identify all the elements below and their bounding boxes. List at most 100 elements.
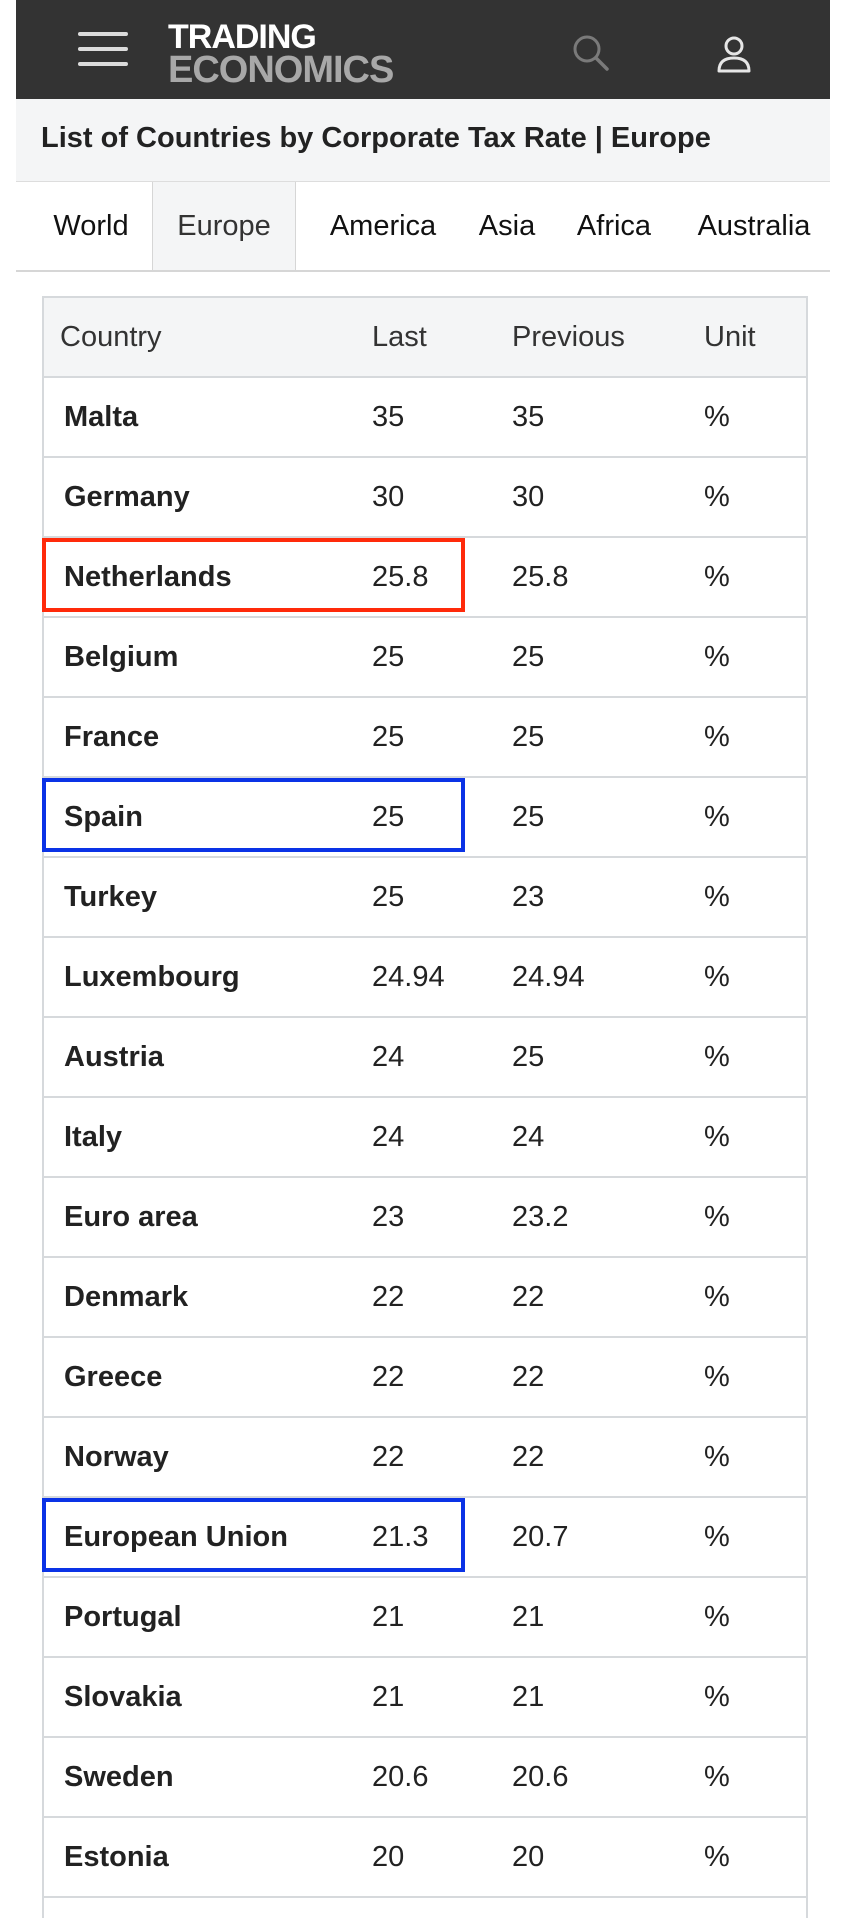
table-row[interactable]: Germany 30 30%: [44, 458, 806, 538]
previous-value-cell: 25: [512, 641, 545, 673]
last-value-cell: 21: [372, 1681, 405, 1713]
logo-line-1: TRADING: [168, 18, 317, 56]
table-row[interactable]: European Union 21.3 20.7%: [44, 1498, 806, 1578]
country-cell[interactable]: Luxembourg: [64, 961, 240, 993]
table-row[interactable]: Netherlands 25.8 25.8%: [44, 538, 806, 618]
table-row[interactable]: Italy 24 24%: [44, 1098, 806, 1178]
tab-europe[interactable]: Europe: [152, 182, 296, 270]
column-header-last[interactable]: Last: [372, 321, 427, 353]
unit-cell: %: [704, 961, 730, 993]
last-value-cell: 23: [372, 1201, 405, 1233]
country-cell[interactable]: European Union: [64, 1521, 288, 1553]
last-value-cell: 20: [372, 1841, 405, 1873]
user-icon[interactable]: [716, 35, 752, 75]
table-row[interactable]: Denmark 22 22%: [44, 1258, 806, 1338]
previous-value-cell: 20.6: [512, 1761, 569, 1793]
country-cell[interactable]: Malta: [64, 401, 139, 433]
unit-cell: %: [704, 481, 730, 513]
previous-value-cell: 23: [512, 881, 545, 913]
country-cell[interactable]: Denmark: [64, 1281, 189, 1313]
table-row[interactable]: Belgium 25 25%: [44, 618, 806, 698]
unit-cell: %: [704, 1601, 730, 1633]
unit-cell: %: [704, 1761, 730, 1793]
table-row[interactable]: Portugal 21 21%: [44, 1578, 806, 1658]
menu-line: [78, 47, 128, 51]
table-row[interactable]: Austria 24 25%: [44, 1018, 806, 1098]
tab-africa[interactable]: Africa: [576, 210, 652, 242]
table-row[interactable]: Turkey 25 23%: [44, 858, 806, 938]
last-value-cell: 25: [372, 641, 405, 673]
unit-cell: %: [704, 641, 730, 673]
country-cell[interactable]: Germany: [64, 481, 190, 513]
unit-cell: %: [704, 401, 730, 433]
column-header-country[interactable]: Country: [60, 321, 162, 353]
table-row[interactable]: Estonia 20 20%: [44, 1818, 806, 1898]
last-value-cell: 21.3: [372, 1521, 429, 1553]
previous-value-cell: 25: [512, 1041, 545, 1073]
table-row[interactable]: Luxembourg 24.94 24.94%: [44, 938, 806, 1018]
unit-cell: %: [704, 1361, 730, 1393]
tab-world[interactable]: World: [53, 210, 129, 242]
table-row[interactable]: Spain 25 25%: [44, 778, 806, 858]
tab-asia[interactable]: Asia: [478, 210, 536, 242]
country-cell[interactable]: Norway: [64, 1441, 169, 1473]
country-cell[interactable]: Euro area: [64, 1201, 198, 1233]
country-cell[interactable]: Greece: [64, 1361, 163, 1393]
previous-value-cell: 21: [512, 1601, 545, 1633]
unit-cell: %: [704, 881, 730, 913]
unit-cell: %: [704, 1841, 730, 1873]
country-cell[interactable]: Sweden: [64, 1761, 174, 1793]
unit-cell: %: [704, 801, 730, 833]
country-cell[interactable]: Belgium: [64, 641, 179, 673]
country-cell[interactable]: Spain: [64, 801, 143, 833]
country-cell[interactable]: Slovakia: [64, 1681, 182, 1713]
page-title-bar: List of Countries by Corporate Tax Rate …: [16, 99, 830, 182]
table-row[interactable]: Sweden 20.6 20.6%: [44, 1738, 806, 1818]
unit-cell: %: [704, 561, 730, 593]
top-nav-bar: TRADING ECONOMICS: [16, 0, 830, 99]
last-value-cell: 30: [372, 481, 405, 513]
table-row[interactable]: Malta 35 35%: [44, 378, 806, 458]
country-cell[interactable]: Estonia: [64, 1841, 169, 1873]
country-cell[interactable]: Netherlands: [64, 561, 232, 593]
previous-value-cell: 22: [512, 1361, 545, 1393]
last-value-cell: 24.94: [372, 961, 445, 993]
tab-america[interactable]: America: [329, 210, 437, 242]
country-cell[interactable]: France: [64, 721, 160, 753]
column-header-previous[interactable]: Previous: [512, 321, 625, 353]
unit-cell: %: [704, 1121, 730, 1153]
last-value-cell: 24: [372, 1121, 405, 1153]
table-row[interactable]: Greece 22 22%: [44, 1338, 806, 1418]
last-value-cell: 35: [372, 401, 405, 433]
table-row[interactable]: France 25 25%: [44, 698, 806, 778]
last-value-cell: 20.6: [372, 1761, 429, 1793]
country-cell[interactable]: Portugal: [64, 1601, 182, 1633]
previous-value-cell: 23.2: [512, 1201, 569, 1233]
last-value-cell: 25: [372, 801, 405, 833]
previous-value-cell: 30: [512, 481, 545, 513]
previous-value-cell: 25.8: [512, 561, 569, 593]
page-title: List of Countries by Corporate Tax Rate …: [41, 122, 711, 154]
hamburger-menu-icon[interactable]: [78, 28, 128, 70]
unit-cell: %: [704, 721, 730, 753]
menu-line: [78, 62, 128, 66]
last-value-cell: 24: [372, 1041, 405, 1073]
table-header: Country Last Previous Unit: [44, 298, 806, 378]
unit-cell: %: [704, 1681, 730, 1713]
previous-value-cell: 25: [512, 801, 545, 833]
last-value-cell: 22: [372, 1441, 405, 1473]
site-logo[interactable]: TRADING ECONOMICS: [168, 18, 394, 91]
tab-australia[interactable]: Australia: [697, 210, 811, 242]
column-header-unit[interactable]: Unit: [704, 321, 756, 353]
country-cell[interactable]: Austria: [64, 1041, 164, 1073]
table-row[interactable]: Slovakia 21 21%: [44, 1658, 806, 1738]
search-icon[interactable]: [570, 32, 612, 74]
table-row[interactable]: Euro area 23 23.2%: [44, 1178, 806, 1258]
logo-line-2: ECONOMICS: [168, 49, 394, 91]
last-value-cell: 25.8: [372, 561, 429, 593]
country-cell[interactable]: Turkey: [64, 881, 157, 913]
country-cell[interactable]: Italy: [64, 1121, 123, 1153]
previous-value-cell: 35: [512, 401, 545, 433]
last-value-cell: 25: [372, 881, 405, 913]
table-row[interactable]: Norway 22 22%: [44, 1418, 806, 1498]
